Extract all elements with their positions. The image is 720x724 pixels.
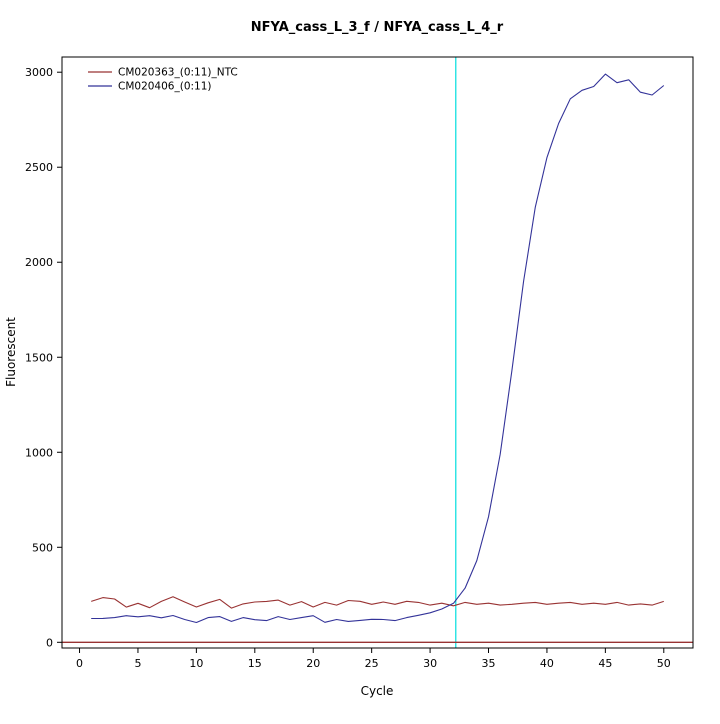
y-tick-label: 500 xyxy=(32,541,53,554)
chart-title: NFYA_cass_L_3_f / NFYA_cass_L_4_r xyxy=(251,20,504,35)
x-tick-label: 20 xyxy=(306,657,320,670)
y-tick-label: 3000 xyxy=(25,66,53,79)
x-tick-label: 35 xyxy=(482,657,496,670)
x-tick-label: 40 xyxy=(540,657,554,670)
x-tick-label: 5 xyxy=(134,657,141,670)
x-tick-label: 45 xyxy=(598,657,612,670)
y-tick-label: 2000 xyxy=(25,256,53,269)
axis-ticks-group: 0 5 10 15 20 25 30 35 40 45 5005001000150020002500… xyxy=(25,66,671,670)
x-axis-label: Cycle xyxy=(361,684,394,698)
x-tick-label: 10 xyxy=(189,657,203,670)
series-line xyxy=(91,596,664,609)
y-tick-label: 1500 xyxy=(25,351,53,364)
y-tick-label: 1000 xyxy=(25,446,53,459)
series-lines-group xyxy=(91,73,665,624)
legend-entry-label: CM020406_(0:11) xyxy=(118,81,212,93)
y-tick-label: 0 xyxy=(46,636,53,649)
plot-border-box xyxy=(61,56,694,649)
x-tick-label: 0 xyxy=(76,657,83,670)
y-axis-label: Fluorescent xyxy=(4,317,18,387)
x-tick-label: 50 xyxy=(657,657,671,670)
y-tick-label: 2500 xyxy=(25,161,53,174)
legend-entry-label: CM020363_(0:11)_NTC xyxy=(118,67,238,79)
x-tick-label: 25 xyxy=(365,657,379,670)
series-line xyxy=(91,73,665,624)
x-tick-label: 15 xyxy=(248,657,262,670)
x-tick-label: 30 xyxy=(423,657,437,670)
legend-group: CM020363_(0:11)_NTC CM020406_(0:11) xyxy=(88,67,238,93)
